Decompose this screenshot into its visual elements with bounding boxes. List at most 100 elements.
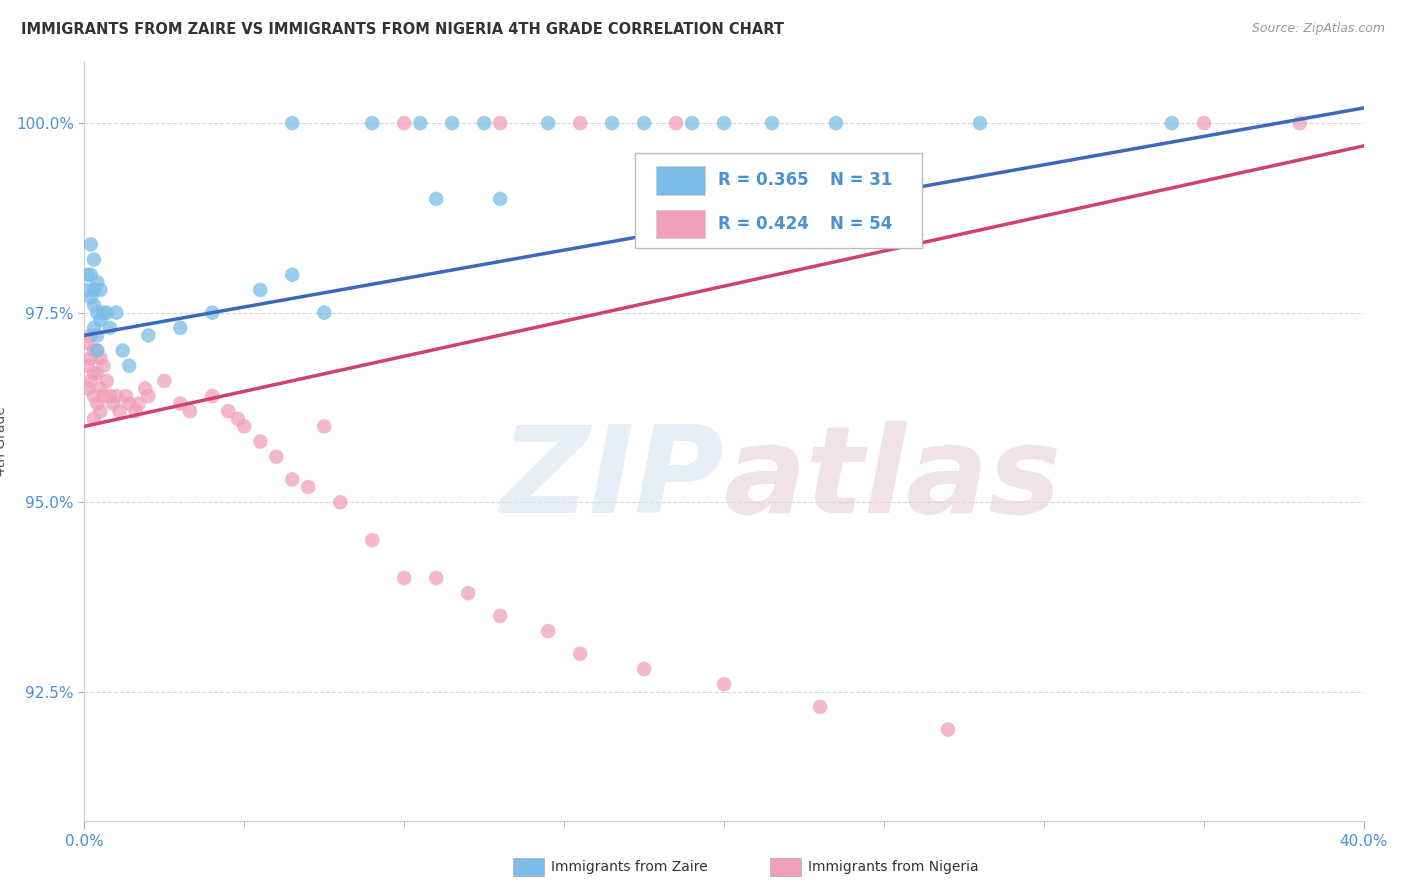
Point	[537, 116, 560, 130]
Point	[83, 321, 105, 335]
Point	[665, 116, 688, 130]
Point	[101, 397, 124, 411]
Point	[115, 389, 138, 403]
Point	[124, 404, 146, 418]
Point	[281, 268, 304, 282]
Point	[89, 313, 111, 327]
Point	[314, 306, 336, 320]
Text: Immigrants from Nigeria: Immigrants from Nigeria	[808, 860, 979, 874]
Text: R = 0.365: R = 0.365	[717, 171, 808, 189]
Point	[83, 389, 105, 403]
Point	[89, 283, 111, 297]
Text: N = 54: N = 54	[831, 215, 893, 233]
Point	[425, 192, 447, 206]
Point	[89, 404, 111, 418]
Text: IMMIGRANTS FROM ZAIRE VS IMMIGRANTS FROM NIGERIA 4TH GRADE CORRELATION CHART: IMMIGRANTS FROM ZAIRE VS IMMIGRANTS FROM…	[21, 22, 785, 37]
Point	[83, 252, 105, 267]
Point	[80, 351, 103, 366]
Point	[96, 374, 118, 388]
Point	[134, 382, 156, 396]
Point	[169, 397, 191, 411]
Bar	[657, 166, 704, 194]
Point	[169, 321, 191, 335]
Text: R = 0.424: R = 0.424	[717, 215, 808, 233]
FancyBboxPatch shape	[634, 153, 922, 248]
Point	[249, 434, 271, 449]
Point	[89, 351, 111, 366]
Text: Immigrants from Zaire: Immigrants from Zaire	[551, 860, 707, 874]
Point	[89, 382, 111, 396]
Point	[409, 116, 432, 130]
Point	[233, 419, 256, 434]
Point	[118, 359, 141, 373]
Point	[80, 291, 103, 305]
Point	[80, 268, 103, 282]
Point	[93, 306, 115, 320]
Point	[264, 450, 288, 464]
Point	[394, 116, 416, 130]
Point	[569, 647, 592, 661]
Point	[361, 533, 384, 548]
Point	[153, 374, 176, 388]
Point	[98, 389, 121, 403]
Point	[86, 306, 108, 320]
Text: Source: ZipAtlas.com: Source: ZipAtlas.com	[1251, 22, 1385, 36]
Point	[138, 328, 160, 343]
Point	[472, 116, 495, 130]
Point	[111, 343, 134, 358]
Point	[1161, 116, 1184, 130]
Point	[80, 237, 103, 252]
Point	[489, 609, 512, 624]
Point	[297, 480, 319, 494]
Point	[489, 116, 512, 130]
Point	[83, 298, 105, 312]
Text: ZIP: ZIP	[501, 421, 724, 538]
Point	[1192, 116, 1215, 130]
Point	[86, 367, 108, 381]
Point	[361, 116, 384, 130]
Point	[96, 306, 118, 320]
Point	[761, 116, 783, 130]
Point	[201, 389, 224, 403]
Bar	[657, 210, 704, 238]
Point	[80, 374, 103, 388]
Point	[76, 336, 98, 351]
Point	[128, 397, 150, 411]
Y-axis label: 4th Grade: 4th Grade	[0, 407, 7, 476]
Point	[86, 276, 108, 290]
Point	[281, 473, 304, 487]
Point	[249, 283, 271, 297]
Point	[118, 397, 141, 411]
Point	[600, 116, 623, 130]
Point	[201, 306, 224, 320]
Point	[93, 359, 115, 373]
Point	[425, 571, 447, 585]
Point	[76, 382, 98, 396]
Point	[681, 116, 703, 130]
Point	[281, 116, 304, 130]
Point	[105, 389, 128, 403]
Point	[83, 412, 105, 426]
Point	[93, 389, 115, 403]
Point	[105, 306, 128, 320]
Point	[80, 328, 103, 343]
Point	[86, 397, 108, 411]
Point	[83, 367, 105, 381]
Point	[86, 328, 108, 343]
Point	[936, 723, 959, 737]
Point	[76, 268, 98, 282]
Point	[76, 283, 98, 297]
Point	[441, 116, 464, 130]
Point	[329, 495, 352, 509]
Point	[394, 571, 416, 585]
Point	[108, 404, 131, 418]
Point	[314, 419, 336, 434]
Point	[217, 404, 239, 418]
Point	[86, 343, 108, 358]
Point	[633, 116, 655, 130]
Point	[98, 321, 121, 335]
Point	[808, 699, 831, 714]
Point	[537, 624, 560, 639]
Point	[569, 116, 592, 130]
Text: atlas: atlas	[724, 421, 1062, 538]
